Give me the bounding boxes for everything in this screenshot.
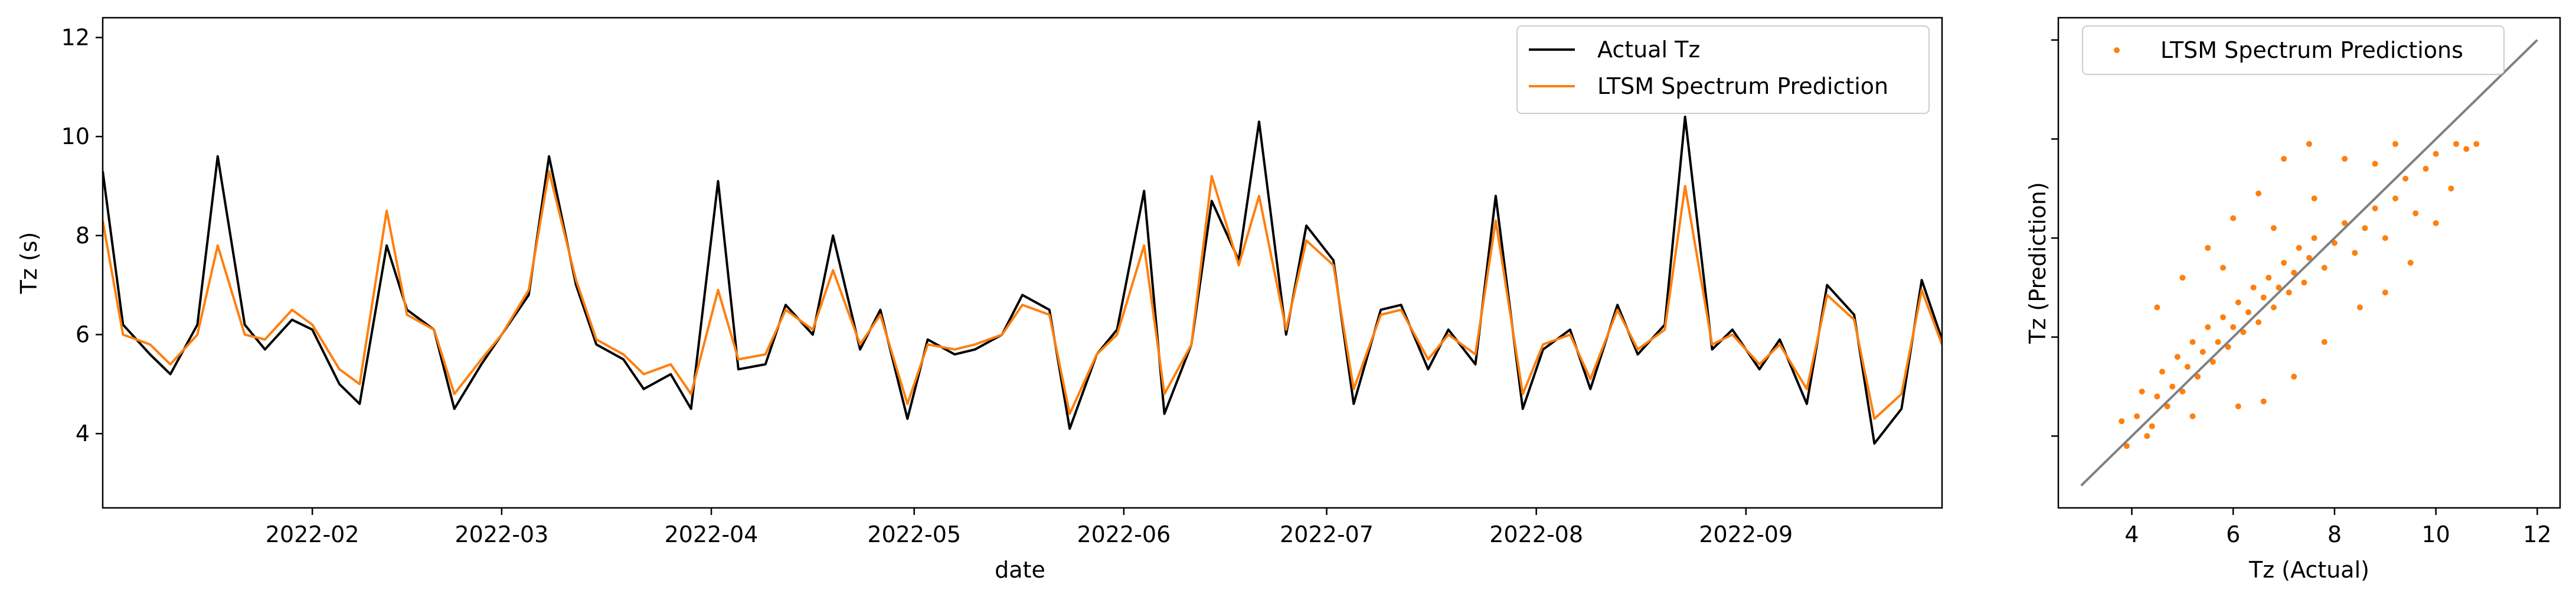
y-tick-label: 8 bbox=[76, 223, 90, 249]
scatter-point bbox=[2215, 339, 2221, 345]
scatter-point bbox=[2205, 245, 2211, 251]
scatter-point bbox=[2453, 141, 2459, 147]
scatter-point bbox=[2154, 393, 2160, 399]
scatter-point bbox=[2281, 156, 2287, 162]
scatter-point bbox=[2412, 210, 2418, 216]
scatter-point bbox=[2473, 141, 2479, 147]
scatter-point bbox=[2296, 245, 2302, 251]
scatter-point bbox=[2312, 235, 2317, 241]
x-tick-label: 2022-08 bbox=[1489, 521, 1583, 547]
scatter-point bbox=[2301, 280, 2307, 286]
scatter-point bbox=[2154, 305, 2160, 311]
scatter-point bbox=[2235, 299, 2241, 305]
x-tick-label: 2022-02 bbox=[266, 521, 359, 547]
x-tick-label: 4 bbox=[2124, 521, 2139, 547]
scatter-point bbox=[2261, 295, 2267, 301]
scatter-point bbox=[2255, 319, 2261, 325]
x-tick-label: 2022-05 bbox=[867, 521, 961, 547]
scatter-point bbox=[2372, 206, 2378, 211]
legend-scatter-label: LTSM Spectrum Predictions bbox=[2160, 37, 2463, 63]
timeseries-y-label: Tz (s) bbox=[16, 232, 42, 295]
scatter-point bbox=[2220, 314, 2226, 320]
scatter-point bbox=[2205, 324, 2211, 330]
y-tick-label: 4 bbox=[76, 420, 90, 446]
scatter-point bbox=[2255, 191, 2261, 197]
scatter-legend: LTSM Spectrum Predictions bbox=[2083, 26, 2504, 74]
scatter-point bbox=[2392, 195, 2398, 201]
y-tick-label: 6 bbox=[76, 322, 90, 348]
scatter-point bbox=[2312, 195, 2317, 201]
scatter-point bbox=[2134, 413, 2140, 419]
scatter-point bbox=[2235, 403, 2241, 409]
x-tick-label: 2022-09 bbox=[1699, 521, 1793, 547]
x-tick-label: 2022-06 bbox=[1077, 521, 1171, 547]
scatter-point bbox=[2190, 339, 2196, 345]
scatter-point bbox=[2119, 418, 2124, 424]
scatter-point bbox=[2139, 389, 2145, 394]
scatter-point bbox=[2251, 285, 2257, 291]
scatter-point bbox=[2179, 275, 2185, 281]
x-tick-label: 2022-03 bbox=[455, 521, 549, 547]
scatter-point bbox=[2433, 220, 2439, 226]
y-tick-label: 12 bbox=[61, 25, 90, 51]
scatter-point bbox=[2357, 305, 2363, 311]
y-tick-label: 10 bbox=[61, 123, 90, 149]
scatter-point bbox=[2230, 216, 2236, 221]
scatter-point bbox=[2281, 260, 2287, 266]
scatter-point bbox=[2423, 166, 2429, 172]
x-tick-label: 12 bbox=[2523, 521, 2551, 547]
scatter-point bbox=[2159, 369, 2165, 374]
x-tick-label: 6 bbox=[2226, 521, 2240, 547]
legend-scatter-swatch bbox=[2114, 47, 2120, 53]
scatter-point bbox=[2433, 151, 2439, 157]
scatter-point bbox=[2245, 309, 2251, 315]
x-tick-label: 2022-04 bbox=[665, 521, 759, 547]
scatter-point bbox=[2286, 289, 2292, 295]
scatter-point bbox=[2200, 349, 2206, 355]
scatter-point bbox=[2382, 289, 2388, 295]
scatter-point bbox=[2342, 156, 2348, 162]
scatter-point bbox=[2144, 433, 2150, 439]
scatter-point bbox=[2392, 141, 2398, 147]
timeseries-legend: Actual Tz LTSM Spectrum Prediction bbox=[1517, 26, 1929, 113]
scatter-point bbox=[2372, 161, 2378, 167]
scatter-point bbox=[2322, 265, 2327, 270]
scatter-point bbox=[2463, 146, 2469, 152]
scatter-point bbox=[2169, 384, 2175, 390]
scatter-point bbox=[2230, 324, 2236, 330]
scatter-x-label: Tz (Actual) bbox=[2248, 557, 2369, 583]
timeseries-legend-box bbox=[1517, 26, 1929, 113]
scatter-point bbox=[2190, 413, 2196, 419]
scatter-point bbox=[2220, 265, 2226, 270]
scatter-point bbox=[2149, 423, 2155, 429]
x-tick-label: 10 bbox=[2421, 521, 2450, 547]
scatter-point bbox=[2291, 374, 2297, 380]
scatter-point bbox=[2185, 364, 2191, 370]
x-tick-label: 8 bbox=[2327, 521, 2342, 547]
scatter-point bbox=[2271, 305, 2277, 311]
scatter-point bbox=[2352, 250, 2358, 256]
scatter-point bbox=[2448, 185, 2454, 191]
scatter-point bbox=[2271, 225, 2277, 231]
legend-prediction-label: LTSM Spectrum Prediction bbox=[1597, 73, 1888, 99]
scatter-point bbox=[2175, 354, 2181, 360]
scatter-point bbox=[2408, 260, 2414, 266]
scatter-point bbox=[2362, 225, 2368, 231]
legend-actual-label: Actual Tz bbox=[1597, 37, 1700, 63]
scatter-point bbox=[2261, 399, 2267, 405]
scatter-point bbox=[2266, 275, 2271, 281]
scatter-point bbox=[2306, 141, 2312, 147]
scatter-point bbox=[2322, 339, 2327, 345]
scatter-y-label: Tz (Prediction) bbox=[2025, 182, 2051, 344]
scatter-point bbox=[2382, 235, 2388, 241]
timeseries-x-label: date bbox=[995, 557, 1045, 583]
x-tick-label: 2022-07 bbox=[1280, 521, 1374, 547]
scatter-point bbox=[2402, 176, 2408, 182]
